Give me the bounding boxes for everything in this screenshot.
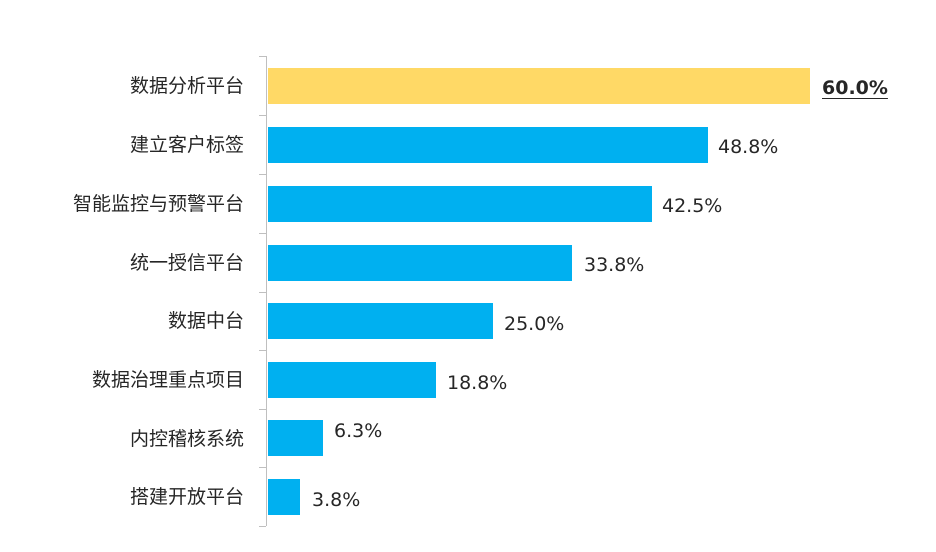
category-label: 智能监控与预警平台 [72, 193, 244, 215]
value-label: 60.0% [822, 77, 888, 99]
bar [268, 303, 493, 339]
category-label: 统一授信平台 [129, 252, 244, 274]
category-label: 建立客户标签 [129, 134, 244, 156]
value-label: 42.5% [662, 195, 723, 217]
value-label: 6.3% [334, 420, 383, 442]
category-label: 数据治理重点项目 [91, 369, 244, 391]
value-label: 18.8% [447, 372, 508, 394]
axis-tick [259, 292, 266, 293]
axis-tick [259, 174, 266, 175]
value-label: 3.8% [312, 489, 361, 511]
bar [268, 479, 300, 515]
bar [268, 245, 572, 281]
category-label: 数据中台 [167, 310, 244, 332]
bar-highlighted [268, 68, 810, 104]
axis-tick [259, 526, 266, 527]
axis-tick [259, 115, 266, 116]
category-axis-line [266, 56, 267, 526]
category-label: 数据分析平台 [129, 75, 244, 97]
value-label: 48.8% [718, 136, 779, 158]
axis-tick [259, 409, 266, 410]
bar [268, 362, 436, 398]
value-label: 33.8% [584, 254, 645, 276]
axis-tick [259, 467, 266, 468]
category-label: 内控稽核系统 [129, 428, 244, 450]
axis-tick [259, 350, 266, 351]
category-label: 搭建开放平台 [129, 486, 244, 508]
axis-tick [259, 56, 266, 57]
bar [268, 420, 323, 456]
bar [268, 186, 652, 222]
value-label: 25.0% [504, 313, 565, 335]
axis-tick [259, 233, 266, 234]
bar [268, 127, 708, 163]
